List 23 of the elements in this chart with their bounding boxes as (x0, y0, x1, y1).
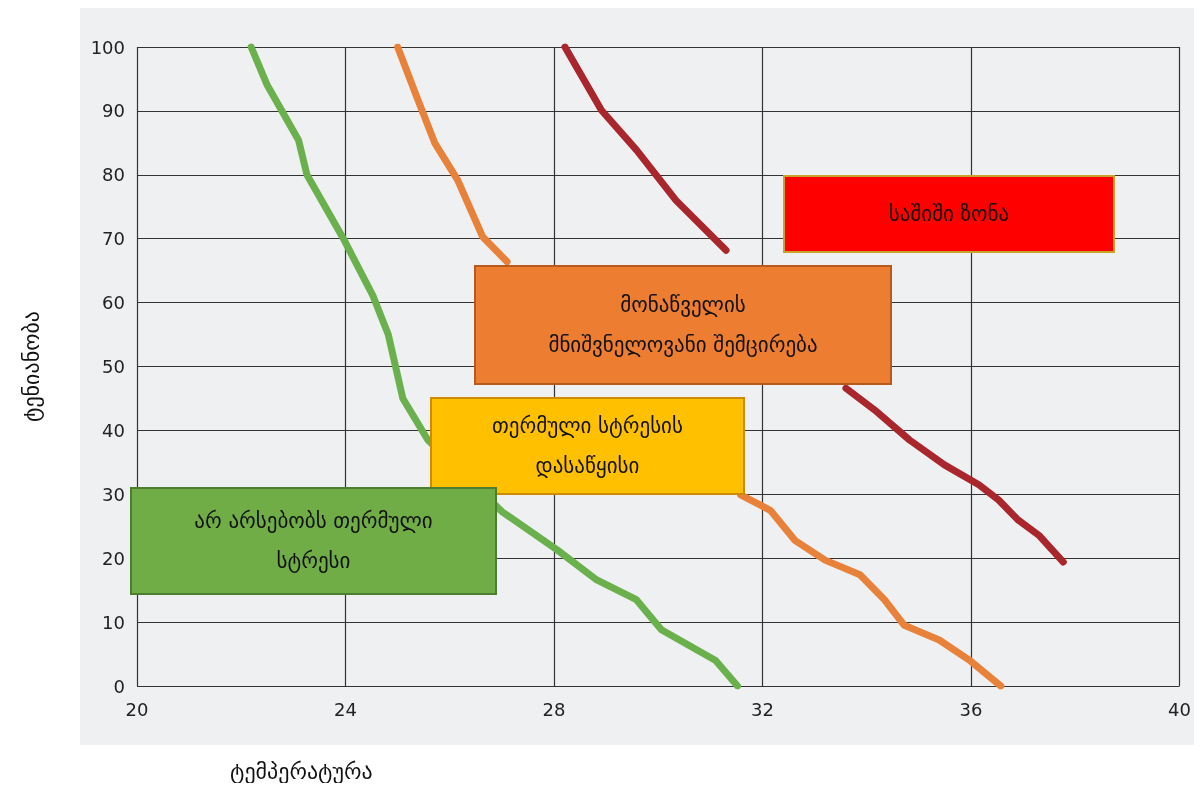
x-tick-label: 28 (542, 698, 566, 720)
y-axis-title: ტენიანობა (18, 311, 44, 422)
x-tick-label: 24 (334, 698, 357, 720)
x-tick-label: 20 (125, 698, 149, 720)
y-tick-label: 100 (90, 36, 125, 58)
y-tick-label: 90 (102, 100, 125, 122)
x-tick-label: 40 (1168, 698, 1191, 720)
y-tick-label: 70 (102, 228, 125, 250)
label-box: საშიში ზონა (783, 175, 1115, 253)
x-tick-label: 32 (751, 698, 774, 720)
y-tick-label: 50 (102, 356, 125, 377)
label-box: არ არსებობს თერმული სტრესი (130, 487, 497, 595)
y-tick-label: 0 (113, 675, 125, 697)
x-tick-label: 36 (959, 698, 983, 720)
label-box: თერმული სტრესის დასაწყისი (430, 397, 745, 495)
y-tick-label: 30 (102, 483, 125, 505)
y-tick-label: 10 (102, 611, 125, 633)
y-tick-label: 60 (102, 292, 125, 314)
x-axis-title: ტემპერატურა (230, 758, 373, 784)
y-tick-label: 40 (102, 419, 125, 441)
label-box: მონაწველის მნიშვნელოვანი შემცირება (474, 265, 892, 385)
y-tick-label: 20 (102, 547, 125, 569)
y-tick-label: 80 (102, 164, 125, 186)
